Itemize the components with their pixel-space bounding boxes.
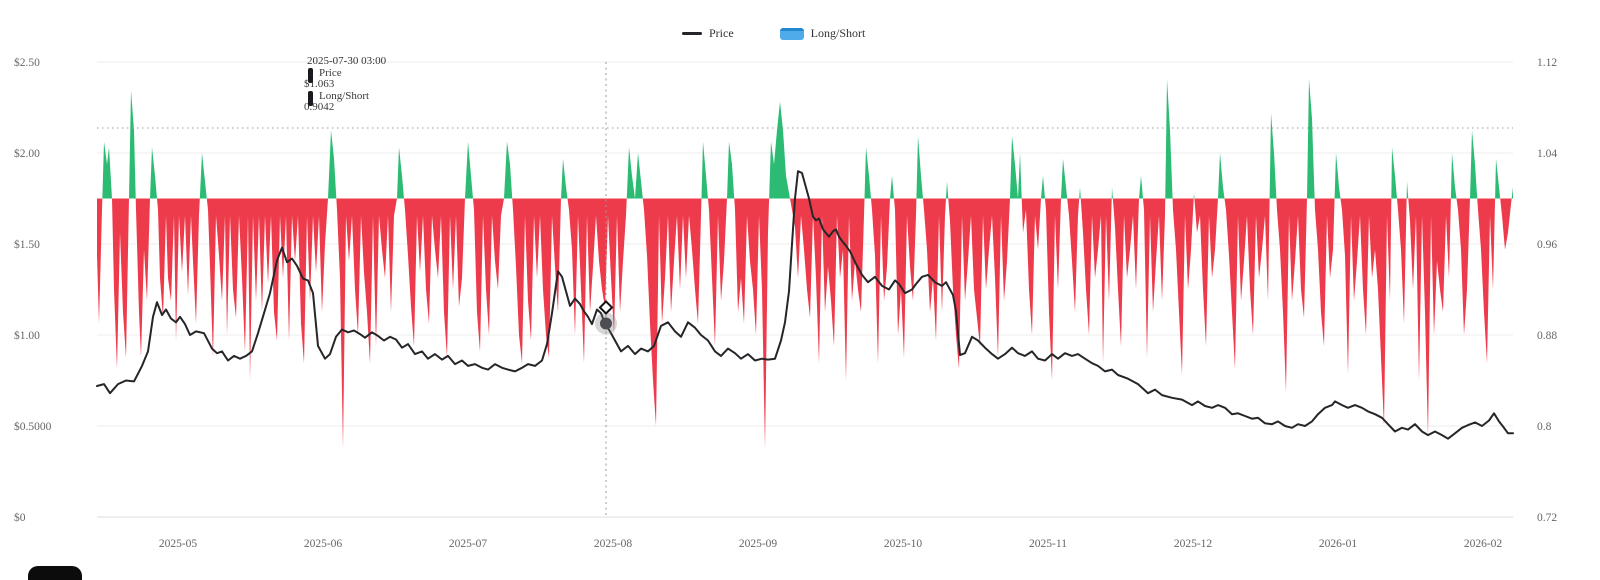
left-axis-tick-label: $1.00 [14,329,40,342]
right-axis-tick-label: 0.88 [1537,330,1557,342]
right-axis-tick-label: 0.8 [1537,421,1552,433]
left-axis-tick-label: $2.00 [14,147,40,160]
gridlines [97,61,1513,518]
right-axis-tick-label: 0.96 [1537,239,1557,251]
x-axis-tick-label: 2025-12 [1174,538,1213,550]
left-axis-tick-label: $0.5000 [14,420,52,433]
price-line-swatch-icon [682,32,702,35]
legend-item-price[interactable]: Price [682,26,734,41]
longshort-area-swatch-icon [779,27,804,40]
chat-widget-pill[interactable] [28,566,82,580]
legend-item-longshort[interactable]: Long/Short [779,26,866,41]
left-axis-tick-label: $1.50 [14,238,40,251]
longshort-area-series[interactable] [97,79,1513,449]
legend: Price Long/Short [682,26,865,41]
x-axis-tick-label: 2025-10 [884,538,923,550]
left-axis-tick-label: $2.50 [14,56,40,69]
right-axis-tick-label: 1.04 [1537,148,1557,160]
x-axis-tick-label: 2025-09 [739,538,778,550]
x-axis-tick-label: 2025-06 [304,538,343,550]
x-axis-tick-label: 2025-05 [159,538,198,550]
price-point-dot [600,317,612,330]
longshort-point-diamond [598,300,614,315]
price-line-series[interactable] [96,170,1514,440]
x-axis-tick-label: 2026-01 [1319,538,1358,550]
x-axis-tick-label: 2025-07 [449,538,488,550]
x-axis-tick-label: 2025-08 [594,538,633,550]
left-axis-tick-label: $0 [14,511,26,524]
crosshair-markers [595,300,617,335]
legend-longshort-label: Long/Short [810,26,866,40]
x-axis-tick-label: 2026-02 [1464,538,1503,550]
x-axis-tick-label: 2025-11 [1029,538,1067,550]
right-axis-tick-label: 1.12 [1537,57,1557,69]
right-axis-tick-label: 0.72 [1537,512,1557,524]
legend-price-label: Price [709,26,734,40]
